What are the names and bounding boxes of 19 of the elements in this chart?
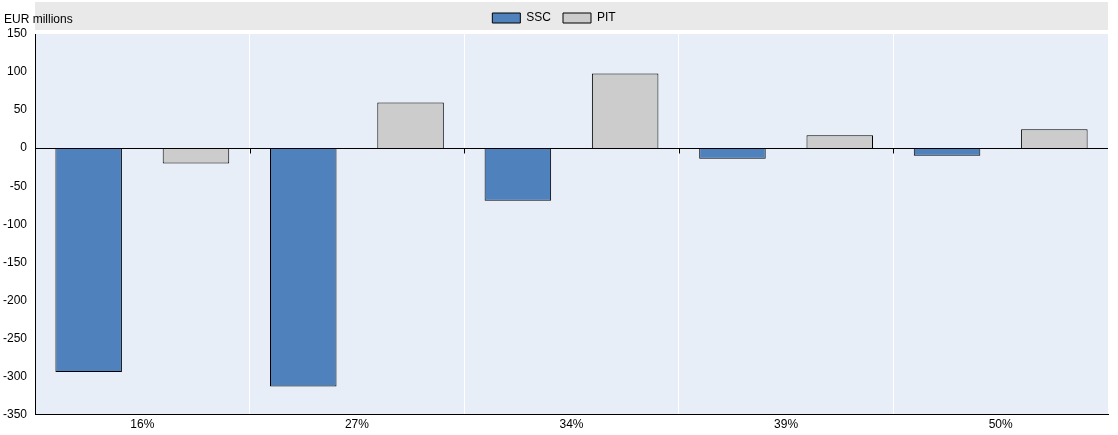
y-tick-label: 0 [20,140,28,155]
x-tick-label: 27% [344,417,370,432]
legend-label: SSC [526,10,552,25]
y-tick-label: 100 [6,64,28,79]
x-tick-label: 34% [559,417,584,432]
y-tick-label: -100 [2,216,28,231]
y-tick-label: -300 [2,368,28,383]
y-tick-label: -50 [9,178,28,193]
y-axis-title: EUR millions [4,12,73,27]
x-tick-label: 39% [774,417,799,432]
x-tick-label: 16% [130,417,155,432]
y-tick-label: 150 [6,26,28,41]
y-tick-label: -200 [2,292,28,307]
y-tick-label: 50 [13,102,28,117]
x-tick-label: 50% [988,417,1014,432]
legend-label: PIT [597,10,617,25]
y-tick-label: -350 [2,406,28,421]
y-tick-label: -250 [2,330,28,345]
y-tick-label: -150 [2,254,28,269]
